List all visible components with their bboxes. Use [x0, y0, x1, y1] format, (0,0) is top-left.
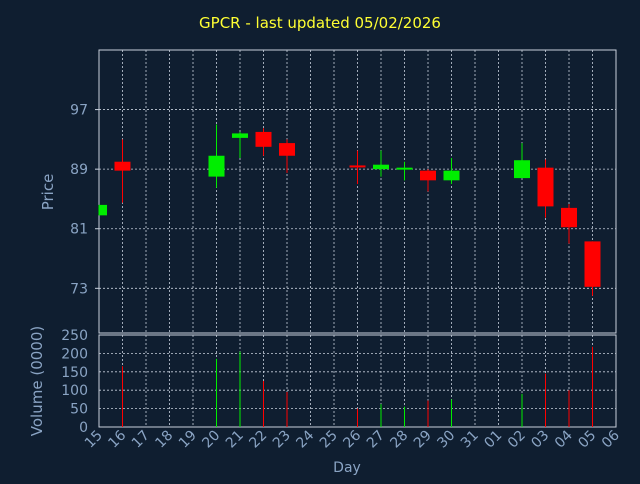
- candle-body: [232, 133, 248, 138]
- price-tick-label: 89: [70, 162, 88, 178]
- volume-tick-label: 50: [70, 402, 88, 418]
- candle-body: [349, 165, 366, 168]
- candle-body: [279, 143, 295, 156]
- price-tick-label: 73: [70, 281, 88, 297]
- x-tick-label: 01: [481, 428, 505, 452]
- x-tick-label: 31: [458, 428, 482, 452]
- x-tick-label: 16: [105, 427, 129, 451]
- candle-body: [373, 164, 389, 170]
- volume-tick-label: 100: [61, 383, 88, 399]
- x-tick-label: 27: [364, 428, 388, 452]
- x-tick-label: 28: [387, 428, 411, 452]
- candle-body: [255, 131, 272, 147]
- x-tick-label: 06: [599, 427, 623, 451]
- price-tick-label: 97: [70, 103, 88, 119]
- x-tick-label: 02: [505, 428, 529, 452]
- volume-tick-label: 150: [61, 365, 88, 381]
- x-tick-label: 20: [199, 428, 223, 452]
- volume-axis-label: Volume (0000): [28, 326, 46, 436]
- x-tick-label: 04: [552, 427, 576, 451]
- candle-body: [514, 160, 530, 179]
- x-tick-label: 22: [246, 428, 270, 452]
- x-tick-label: 29: [411, 428, 435, 452]
- x-tick-label: 26: [340, 427, 364, 451]
- candle-body: [420, 170, 436, 181]
- x-tick-label: 23: [270, 428, 294, 452]
- x-tick-label: 24: [293, 427, 317, 451]
- candle-body: [584, 241, 601, 287]
- x-tick-label: 19: [176, 428, 200, 452]
- x-tick-label: 18: [152, 428, 176, 452]
- candle-body: [537, 167, 554, 207]
- x-tick-label: 21: [223, 428, 247, 452]
- chart-title: GPCR - last updated 05/02/2026: [199, 14, 441, 32]
- x-tick-label: 17: [129, 428, 153, 452]
- x-tick-label: 03: [528, 428, 552, 452]
- candle-body: [99, 204, 107, 216]
- candle-body: [561, 207, 577, 228]
- x-tick-label: 25: [317, 428, 341, 452]
- candle-body: [208, 155, 225, 177]
- price-tick-label: 81: [70, 222, 88, 238]
- candle-body: [443, 170, 460, 181]
- price-axis-label: Price: [39, 174, 57, 211]
- candle-body: [396, 167, 413, 170]
- volume-tick-label: 200: [61, 346, 88, 362]
- candle-body: [114, 161, 131, 171]
- volume-tick-label: 0: [79, 420, 88, 436]
- volume-tick-label: 250: [61, 328, 88, 344]
- x-tick-label: 30: [434, 428, 458, 452]
- x-axis-label: Day: [333, 460, 361, 476]
- x-tick-label: 05: [575, 428, 599, 452]
